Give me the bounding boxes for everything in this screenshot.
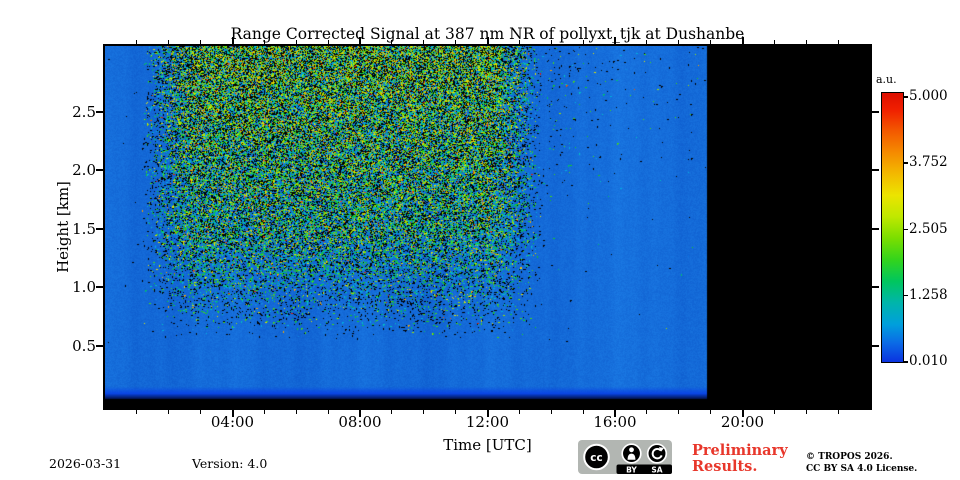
x-major-tick	[231, 37, 234, 44]
y-major-tick	[872, 344, 879, 347]
y-tick-label: 2.0	[72, 161, 96, 180]
cc-by-person-icon	[621, 443, 642, 464]
y-tick-label: 2.5	[72, 102, 96, 121]
x-minor-tick	[805, 410, 807, 414]
colorbar-tick	[903, 162, 908, 164]
svg-text:cc: cc	[590, 452, 602, 464]
x-minor-tick	[646, 410, 648, 414]
x-major-tick	[359, 410, 361, 417]
x-minor-tick	[646, 40, 648, 44]
x-tick-label: 16:00	[593, 413, 637, 431]
y-tick-label: 0.5	[72, 336, 96, 355]
colorbar-tick-label: 0.010	[909, 353, 948, 369]
x-minor-tick	[136, 410, 138, 414]
cc-icon: cc	[583, 443, 610, 471]
x-minor-tick	[200, 410, 202, 414]
x-minor-tick	[582, 410, 584, 414]
x-minor-tick	[550, 410, 552, 414]
x-minor-tick	[805, 40, 807, 44]
x-minor-tick	[837, 410, 839, 414]
preliminary-line1: Preliminary	[692, 442, 788, 459]
x-tick-label: 12:00	[465, 413, 510, 431]
colorbar-tick	[903, 228, 908, 231]
colorbar-tick	[903, 294, 908, 297]
copyright-line2: CC BY SA 4.0 License.	[806, 463, 918, 474]
x-major-tick	[486, 410, 489, 417]
heatmap-canvas	[105, 46, 870, 408]
colorbar-unit-label: a.u.	[876, 73, 897, 86]
x-minor-tick	[837, 40, 839, 44]
colorbar-tick-label: 3.752	[909, 154, 948, 171]
x-minor-tick	[327, 40, 329, 44]
y-tick-label: 1.5	[72, 219, 96, 238]
x-minor-tick	[423, 410, 425, 414]
x-minor-tick	[518, 410, 520, 414]
x-minor-tick	[423, 40, 425, 44]
x-major-tick	[359, 37, 361, 44]
cc-sa-arrow-icon	[646, 443, 668, 464]
x-minor-tick	[391, 410, 393, 414]
x-minor-tick	[168, 410, 170, 414]
x-minor-tick	[295, 410, 297, 414]
y-major-tick	[872, 169, 879, 172]
x-minor-tick	[773, 40, 775, 44]
cc-by-label: BY	[626, 465, 637, 474]
x-minor-tick	[200, 40, 202, 44]
x-major-tick	[614, 37, 616, 44]
x-major-tick	[486, 37, 489, 44]
colorbar-tick	[903, 361, 908, 363]
copyright-line1: © TROPOS 2026.	[806, 452, 893, 462]
x-minor-tick	[678, 410, 680, 414]
x-axis-label: Time [UTC]	[443, 436, 532, 454]
x-minor-tick	[582, 40, 584, 44]
x-minor-tick	[455, 410, 457, 414]
x-minor-tick	[263, 410, 265, 414]
x-minor-tick	[263, 40, 265, 44]
x-minor-tick	[136, 40, 138, 44]
x-minor-tick	[455, 40, 457, 44]
y-major-tick	[96, 227, 103, 230]
y-major-tick	[872, 286, 879, 289]
x-minor-tick	[678, 40, 680, 44]
y-major-tick	[96, 286, 103, 289]
x-minor-tick	[550, 40, 552, 44]
x-major-tick	[741, 37, 744, 44]
x-minor-tick	[518, 40, 520, 44]
x-minor-tick	[710, 410, 712, 414]
y-major-tick	[96, 344, 103, 347]
x-major-tick	[614, 410, 616, 417]
copyright-note: © TROPOS 2026. CC BY SA 4.0 License.	[806, 452, 917, 475]
x-minor-tick	[391, 40, 393, 44]
y-tick-label: 1.0	[72, 278, 96, 297]
x-tick-label: 04:00	[210, 413, 255, 431]
cc-by-sa-badge: cc BY SA	[578, 440, 672, 474]
y-major-tick	[872, 227, 879, 230]
y-major-tick	[96, 169, 103, 172]
preliminary-results-note: Preliminary Results.	[692, 443, 788, 475]
colorbar-tick-label: 2.505	[909, 220, 948, 237]
y-axis-label: Height [km]	[54, 181, 72, 273]
x-tick-label: 08:00	[338, 413, 382, 431]
x-minor-tick	[710, 40, 712, 44]
x-minor-tick	[168, 40, 170, 44]
measurement-date: 2026-03-31	[49, 456, 122, 471]
cc-sa-label: SA	[651, 465, 662, 474]
cc-badge-bottom-bar	[616, 464, 672, 474]
colorbar-gradient	[881, 92, 904, 363]
x-tick-label: 20:00	[720, 413, 765, 431]
preliminary-line2: Results.	[692, 458, 758, 475]
x-minor-tick	[295, 40, 297, 44]
colorbar-tick-label: 5.000	[909, 88, 948, 105]
colorbar-tick-label: 1.258	[909, 286, 948, 303]
colorbar-tick	[903, 96, 908, 98]
y-major-tick	[96, 110, 103, 113]
x-major-tick	[231, 410, 234, 417]
x-minor-tick	[773, 410, 775, 414]
x-major-tick	[741, 410, 744, 417]
x-minor-tick	[327, 410, 329, 414]
version-label: Version: 4.0	[192, 456, 268, 471]
y-major-tick	[872, 110, 879, 113]
